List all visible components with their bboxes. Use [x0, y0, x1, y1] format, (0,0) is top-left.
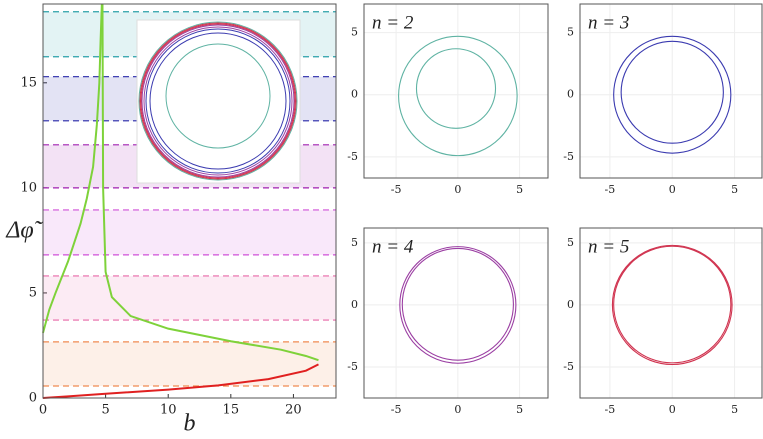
orbit — [613, 245, 732, 364]
x-tick-label: -5 — [605, 403, 616, 416]
x-tick-label: 10 — [160, 403, 177, 418]
x-tick-label: 5 — [101, 403, 109, 418]
band — [43, 209, 336, 255]
x-tick-label: 0 — [39, 403, 47, 418]
y-tick-label: 10 — [20, 180, 37, 195]
y-tick-label: -5 — [563, 360, 574, 373]
plot-frame — [363, 3, 549, 179]
inset-circle — [145, 28, 291, 174]
x-tick-label: 0 — [454, 403, 461, 416]
y-tick-label: 5 — [351, 236, 358, 249]
panel-title: n = 5 — [588, 236, 629, 257]
inset — [136, 19, 301, 184]
y-tick-label: -5 — [347, 150, 358, 163]
inset-circle — [140, 23, 296, 179]
x-tick-label: 0 — [454, 183, 461, 196]
orbit — [611, 244, 733, 366]
x-tick-label: 5 — [516, 403, 523, 416]
orbit — [401, 247, 514, 361]
orbit — [620, 40, 724, 144]
plot-frame — [363, 227, 549, 399]
curve — [101, 3, 319, 362]
plot-area — [364, 228, 548, 398]
curve — [42, 363, 319, 399]
y-tick-label: -5 — [563, 150, 574, 163]
curve — [42, 3, 103, 334]
inset-circle — [138, 21, 298, 181]
y-axis-label: Δφ̃ — [5, 218, 43, 244]
plot-frame — [579, 227, 763, 399]
y-tick-label: 5 — [351, 26, 358, 39]
panel-title: n = 2 — [372, 12, 414, 33]
x-tick-label: 0 — [669, 403, 676, 416]
x-tick-label: 0 — [669, 183, 676, 196]
x-tick-label: 5 — [516, 183, 523, 196]
x-tick-label: -5 — [605, 183, 616, 196]
y-tick-label: 0 — [29, 391, 37, 406]
inset-circle — [149, 32, 287, 170]
band — [43, 341, 336, 387]
panel-title: n = 4 — [372, 236, 414, 257]
inset-circle — [139, 22, 297, 180]
x-tick-label: 15 — [223, 403, 240, 418]
y-tick-label: 0 — [351, 298, 358, 311]
y-tick-label: 15 — [20, 75, 37, 90]
inset-circle — [141, 24, 295, 178]
x-tick-label: 5 — [731, 403, 738, 416]
orbit — [398, 35, 518, 157]
plot-frame — [42, 3, 337, 399]
y-tick-label: 0 — [351, 88, 358, 101]
y-tick-label: -5 — [347, 360, 358, 373]
y-tick-label: 0 — [567, 88, 574, 101]
x-tick-label: 5 — [731, 183, 738, 196]
plot-frame — [579, 3, 763, 179]
x-tick-label: -5 — [391, 403, 402, 416]
panel-title: n = 3 — [588, 12, 629, 33]
x-tick-label: 20 — [285, 403, 302, 418]
band — [43, 275, 336, 321]
y-tick-label: 5 — [567, 26, 574, 39]
orbit — [399, 246, 517, 364]
inset-circle — [143, 26, 293, 176]
y-tick-label: 0 — [567, 298, 574, 311]
x-tick-label: -5 — [391, 183, 402, 196]
x-axis-label: b — [184, 411, 196, 437]
inset-circle — [165, 43, 271, 149]
orbit — [613, 35, 732, 154]
y-tick-label: 5 — [567, 236, 574, 249]
orbit — [415, 48, 497, 129]
y-tick-label: 5 — [29, 285, 37, 300]
